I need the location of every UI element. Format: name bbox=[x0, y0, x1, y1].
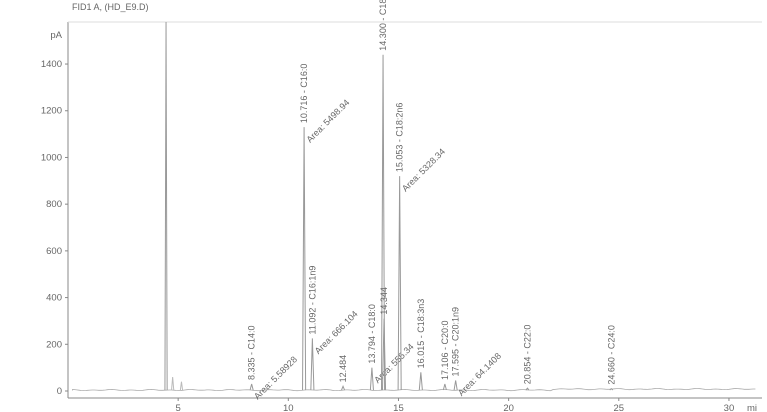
peak-label: 11.092 - C16:1n9 bbox=[307, 266, 317, 335]
peak-10 bbox=[453, 380, 458, 391]
x-tick-label: 5 bbox=[176, 403, 181, 412]
peak-2 bbox=[310, 338, 315, 391]
peak-label: 15.053 - C18:2n6 bbox=[395, 103, 405, 173]
peak-label: 14.344 bbox=[379, 287, 389, 315]
x-tick-label: 10 bbox=[283, 403, 294, 412]
peak-11 bbox=[525, 387, 530, 391]
peak-label: 8.335 - C14:0 bbox=[247, 325, 257, 380]
y-tick-label: 800 bbox=[46, 199, 62, 210]
peak-3 bbox=[341, 385, 346, 391]
y-tick-label: 200 bbox=[46, 339, 62, 350]
peak-label: 17.595 - C20:1n9 bbox=[451, 307, 461, 377]
peak-8 bbox=[418, 372, 423, 391]
x-axis-label: mi bbox=[747, 403, 757, 412]
peak-label: 13.794 - C18:0 bbox=[367, 304, 377, 364]
x-tick-label: 30 bbox=[724, 403, 735, 412]
y-tick-label: 400 bbox=[46, 293, 62, 304]
y-tick-label: 1000 bbox=[41, 152, 62, 163]
peak-area-label: Area: 666.104 bbox=[313, 309, 360, 356]
peak-area-label: Area: 64.1408 bbox=[456, 351, 503, 398]
peak-label: 24.660 - C24:0 bbox=[606, 325, 616, 385]
chart-header: FID1 A, (HD_E9.D) bbox=[72, 2, 149, 12]
peak-label: 16.015 - C18:3n3 bbox=[416, 299, 426, 369]
solvent-peak bbox=[164, 21, 168, 391]
peak-1 bbox=[302, 127, 307, 391]
x-tick-label: 15 bbox=[393, 403, 404, 412]
baseline-trace bbox=[71, 388, 756, 392]
peak-0 bbox=[249, 383, 254, 391]
minor-peak bbox=[179, 381, 184, 391]
peak-label: 10.716 - C16:0 bbox=[299, 64, 309, 124]
peak-6 bbox=[381, 318, 387, 391]
peak-area-label: Area: 5328.34 bbox=[400, 146, 447, 193]
minor-peak bbox=[171, 376, 175, 391]
peak-12 bbox=[609, 387, 614, 391]
y-axis-label: pA bbox=[50, 30, 62, 41]
peak-7 bbox=[397, 176, 402, 391]
peak-area-label: Area: 555.34 bbox=[372, 342, 416, 386]
y-tick-label: 600 bbox=[46, 246, 62, 257]
peak-label: 14.300 - C18:1n7 bbox=[378, 0, 388, 51]
y-tick-label: 0 bbox=[57, 386, 62, 397]
peak-4 bbox=[369, 367, 374, 391]
peak-label: 17.106 - C20:0 bbox=[440, 320, 450, 380]
peak-label: 20.854 - C22:0 bbox=[522, 325, 532, 385]
y-tick-label: 1400 bbox=[41, 59, 62, 70]
peak-5 bbox=[381, 54, 386, 391]
x-tick-label: 20 bbox=[503, 403, 514, 412]
peak-label: 12.484 bbox=[338, 355, 348, 383]
y-tick-label: 1200 bbox=[41, 106, 62, 117]
peak-area-label: Area: 5.58928 bbox=[252, 354, 299, 401]
peak-9 bbox=[442, 383, 447, 391]
peak-area-label: Area: 5498.94 bbox=[304, 97, 351, 144]
x-tick-label: 25 bbox=[614, 403, 625, 412]
